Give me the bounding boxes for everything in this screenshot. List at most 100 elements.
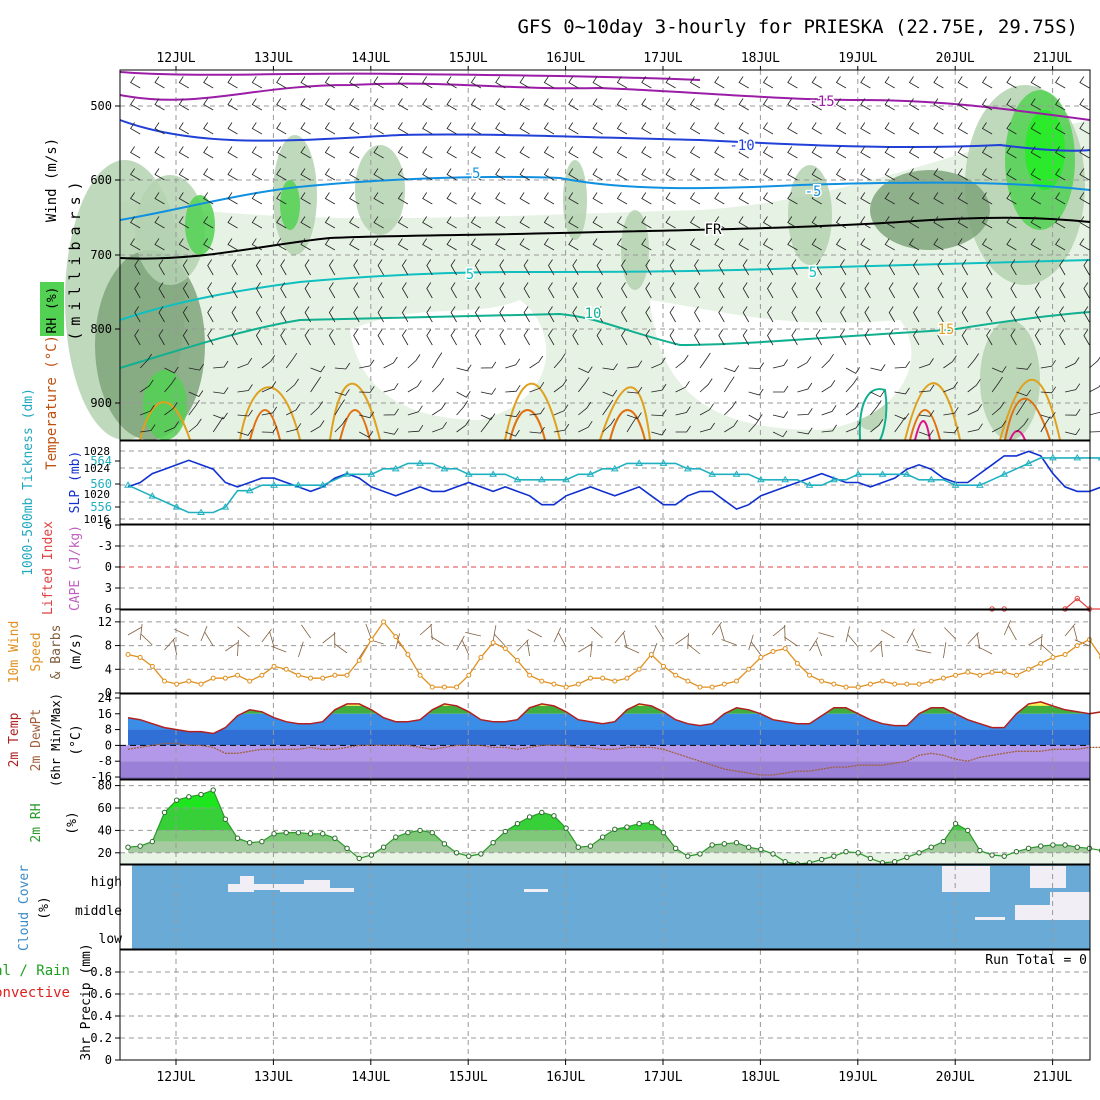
wind-barb bbox=[432, 402, 446, 416]
thickness-marker bbox=[148, 492, 157, 499]
wind-barb bbox=[422, 216, 433, 229]
wind-barb bbox=[324, 216, 336, 229]
wind-barb bbox=[767, 282, 774, 299]
temp-band bbox=[128, 701, 1090, 706]
wind-barb bbox=[675, 380, 690, 393]
cloud-gap-patch bbox=[1050, 892, 1090, 905]
wind-barb bbox=[251, 168, 263, 181]
wind-barb bbox=[422, 98, 433, 111]
wind-barb bbox=[815, 306, 823, 323]
wind-barb bbox=[505, 429, 520, 437]
wind-barb bbox=[689, 76, 701, 89]
wind-barb bbox=[310, 365, 326, 373]
wind-barb bbox=[1030, 146, 1041, 159]
wind-barb bbox=[426, 259, 433, 276]
temp-tick-label: 0 bbox=[105, 738, 112, 752]
upper-tick-label: 900 bbox=[90, 396, 112, 410]
rh2m-marker bbox=[295, 829, 302, 836]
wind10m-barb bbox=[906, 628, 915, 644]
wind-barb bbox=[626, 412, 642, 420]
wind-barb bbox=[499, 282, 506, 299]
thickness-marker bbox=[440, 464, 449, 472]
wind-barb bbox=[397, 146, 409, 159]
wind-barb bbox=[908, 146, 920, 159]
wind10m-marker bbox=[417, 672, 423, 678]
wind10m-barb bbox=[140, 633, 153, 646]
slp-tick-label: 1028 bbox=[84, 445, 111, 458]
wind-barb bbox=[407, 354, 421, 369]
top-date-label: 21JUL bbox=[1033, 51, 1072, 66]
rh2m-marker bbox=[247, 840, 253, 846]
contour-label: -15 bbox=[809, 94, 834, 110]
wind-barb bbox=[592, 98, 603, 111]
wind-barb bbox=[651, 428, 667, 436]
wind-barb bbox=[626, 360, 643, 369]
wind-barb bbox=[738, 192, 749, 205]
wind-barb bbox=[1083, 329, 1090, 346]
wind-barb bbox=[349, 192, 360, 205]
wind10m-barb bbox=[967, 632, 979, 645]
wind-barb bbox=[480, 361, 497, 369]
wind-barb bbox=[203, 168, 214, 181]
cloud-unit: (%) bbox=[37, 896, 52, 919]
lifted-index-marker bbox=[1074, 595, 1080, 602]
rh-tick-label: 40 bbox=[98, 823, 112, 837]
wind-barb bbox=[791, 259, 798, 276]
rh2m-marker bbox=[380, 844, 387, 850]
wind-barb bbox=[470, 76, 482, 89]
wind-barb bbox=[592, 216, 603, 229]
rh2m-marker bbox=[1086, 845, 1093, 852]
wind10m-barb bbox=[127, 626, 143, 636]
wind-barb bbox=[377, 329, 384, 346]
wind-barb bbox=[665, 146, 676, 159]
wind-barb bbox=[718, 259, 725, 276]
wind-barb bbox=[495, 168, 506, 181]
wind-barb bbox=[957, 168, 968, 181]
wind-barb bbox=[474, 329, 482, 346]
wind-barb bbox=[359, 359, 375, 369]
wind10m-marker bbox=[320, 675, 326, 681]
wind-barb bbox=[154, 98, 165, 111]
wind10m-marker bbox=[1050, 654, 1056, 660]
wind-barb bbox=[134, 259, 141, 276]
wind-barb bbox=[1010, 282, 1017, 299]
rh-shade-blob bbox=[870, 170, 990, 250]
temp-frame bbox=[119, 693, 1091, 780]
wind10m-marker bbox=[478, 654, 484, 660]
precip-tick-label: 0.8 bbox=[90, 965, 112, 979]
wind10m-barb bbox=[395, 633, 400, 650]
wind-barb bbox=[840, 329, 847, 346]
upper-wind-label: Wind (m/s) bbox=[44, 138, 60, 222]
temperature-contour bbox=[119, 119, 1091, 152]
wind-barb bbox=[1006, 168, 1017, 181]
wind-barb bbox=[811, 192, 822, 205]
wind-barb bbox=[821, 405, 837, 416]
precip-tick-label: 0.6 bbox=[90, 987, 112, 1001]
wind-barb bbox=[276, 98, 287, 111]
thickness-marker bbox=[537, 475, 546, 483]
rh2m-marker bbox=[599, 834, 606, 840]
wind-barb bbox=[401, 329, 409, 346]
wind10m-barb bbox=[943, 642, 947, 659]
wind-barb bbox=[821, 424, 837, 433]
wind10m-marker bbox=[904, 681, 910, 687]
wind10m-marker bbox=[709, 684, 715, 690]
wind-barb bbox=[1006, 76, 1017, 89]
wind-barb bbox=[714, 76, 725, 89]
wind10m-barb bbox=[870, 640, 883, 653]
wind-barb bbox=[529, 381, 545, 393]
wind10m-barb bbox=[271, 645, 287, 653]
wind-barb bbox=[908, 168, 920, 181]
wind-barb bbox=[641, 76, 652, 89]
wind10m-marker bbox=[953, 672, 959, 678]
wind-barb bbox=[641, 238, 652, 251]
wind-barb bbox=[694, 329, 701, 346]
temp2m-side-labels: 2m Temp 2m DewPt (6hr Min/Max) (°C) bbox=[7, 693, 84, 787]
rh2m-marker bbox=[575, 844, 581, 850]
wind-barb bbox=[519, 122, 530, 135]
wind10m-marker bbox=[587, 675, 593, 681]
rh2m-marker bbox=[928, 844, 934, 850]
thickness-marker bbox=[318, 481, 327, 488]
wind-barb bbox=[762, 98, 774, 111]
wind-barb bbox=[772, 430, 788, 438]
